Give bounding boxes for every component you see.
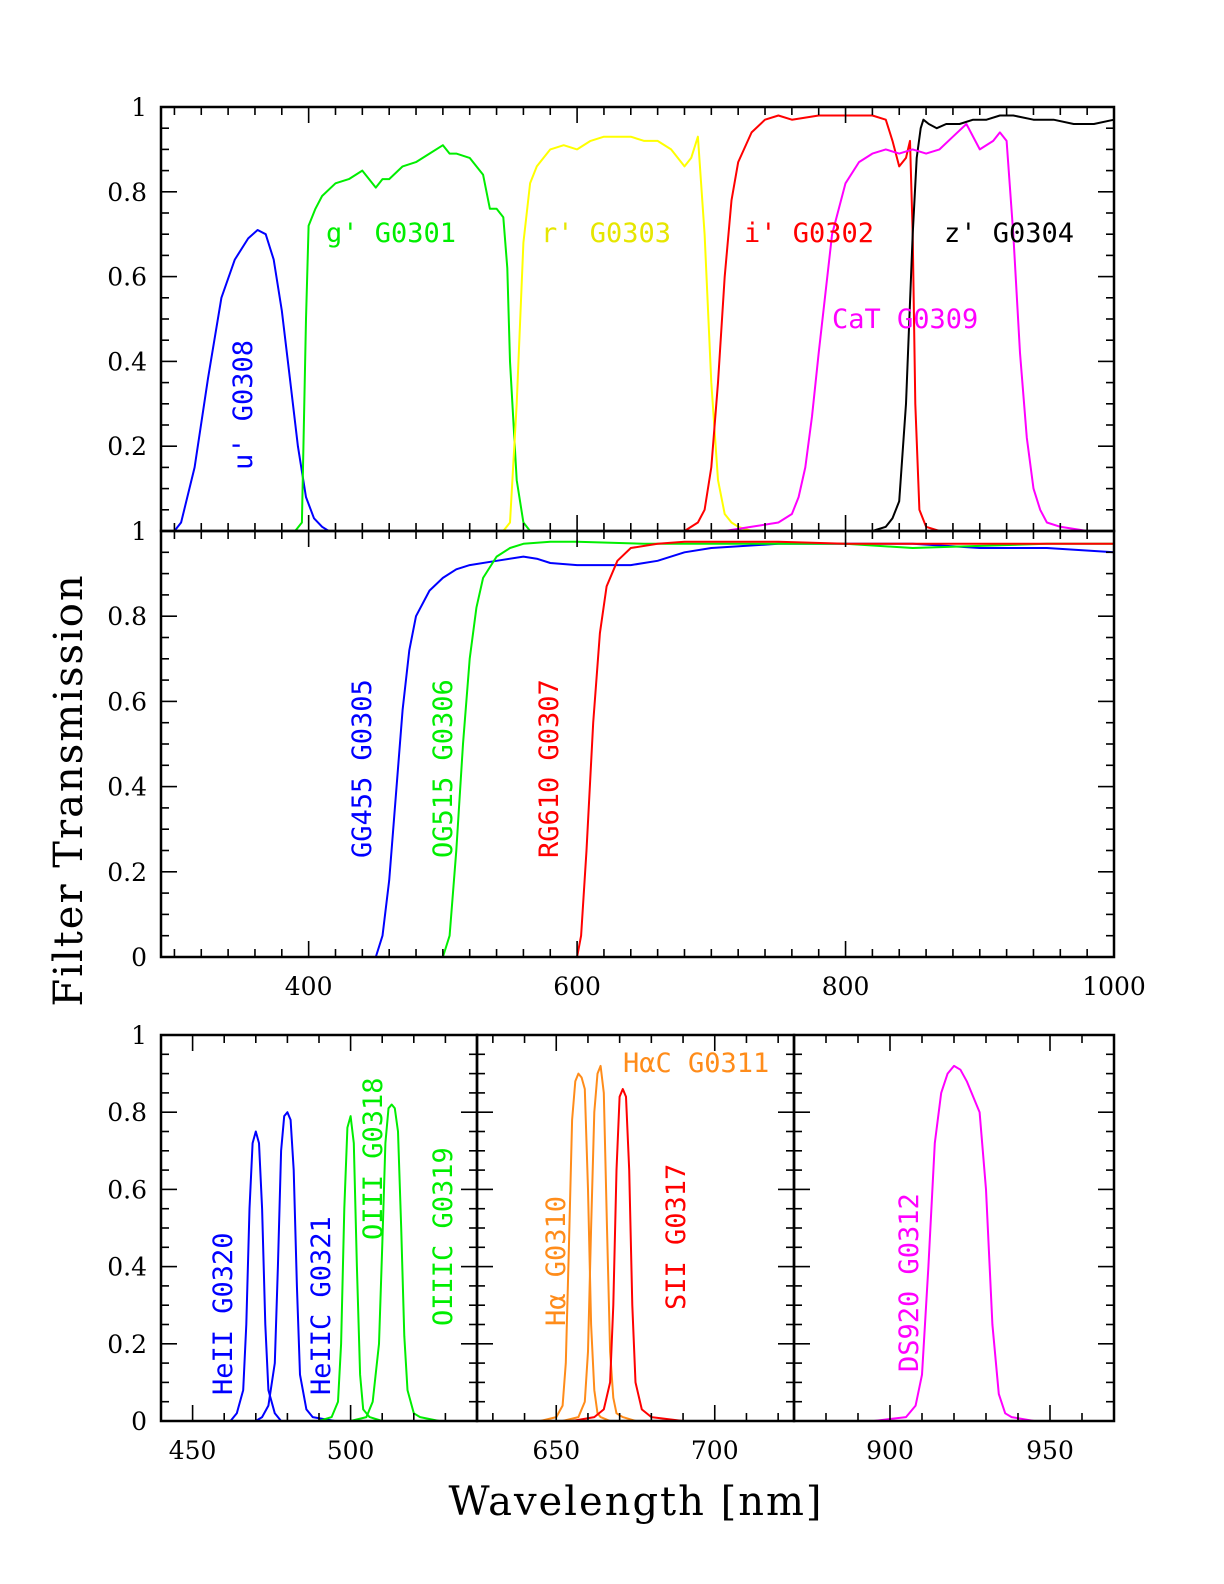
series-2-1 <box>255 1111 335 1422</box>
series-0-0 <box>173 229 336 532</box>
x-tick-label: 700 <box>691 1436 739 1465</box>
panel-narrowband-3: 900 950 DS920 G0312 <box>792 1033 1116 1465</box>
y-tick-label: 0.4 <box>107 1253 147 1282</box>
label-z-G0304: z' G0304 <box>944 218 1074 249</box>
y-axis-label: Filter Transmission <box>46 573 92 1006</box>
label-OIIIC-G0319: OIIIC G0319 <box>428 1147 459 1326</box>
label-HalphaC-G0311: HαC G0311 <box>623 1048 769 1079</box>
y-tick-label: 0.8 <box>107 1098 147 1127</box>
y-tick-label: 0.8 <box>107 602 147 631</box>
label-r-G0303: r' G0303 <box>541 218 671 249</box>
p4-curves <box>873 1064 1035 1422</box>
y-tick-label: 0 <box>131 1407 147 1436</box>
label-GG455-G0305: GG455 G0305 <box>347 679 378 858</box>
panel-narrowband-2: 650 700 Hα G0310 HαC G0311 SII G0317 <box>475 1033 796 1465</box>
x-tick-label: 650 <box>532 1436 580 1465</box>
p2-ticks: 0 0.2 0.4 0.6 0.8 1 450 500 <box>107 1021 478 1465</box>
x-tick-label: 450 <box>169 1436 217 1465</box>
label-u-G0308: u' G0308 <box>228 340 259 470</box>
y-tick-label: 0.4 <box>107 347 147 376</box>
p1-curves <box>374 540 1115 958</box>
y-tick-label: 0.6 <box>107 1175 147 1204</box>
series-4-0 <box>873 1064 1035 1422</box>
y-tick-label: 0.6 <box>107 687 147 716</box>
x-tick-label: 500 <box>327 1436 375 1465</box>
label-CaT-G0309: CaT G0309 <box>832 304 978 335</box>
y-tick-label: 1 <box>131 1021 147 1050</box>
p4-ticks: 900 950 <box>793 1034 1115 1465</box>
label-i-G0302: i' G0302 <box>744 218 874 249</box>
y-tick-label: 0.2 <box>107 1330 147 1359</box>
series-0-1 <box>294 144 531 532</box>
y-tick-label: 0.2 <box>107 858 147 887</box>
x-tick-label: 950 <box>1026 1436 1074 1465</box>
y-tick-label: 0.8 <box>107 178 147 207</box>
p3-curves <box>540 1064 747 1422</box>
x-tick-label: 400 <box>285 972 333 1001</box>
label-HeII-G0320: HeII G0320 <box>208 1232 239 1395</box>
y-tick-label: 1 <box>131 517 147 546</box>
series-1-1 <box>441 540 1114 958</box>
x-axis-label: Wavelength [nm] <box>448 1479 823 1525</box>
series-1-0 <box>374 542 1115 958</box>
label-OIII-G0318: OIII G0318 <box>358 1077 389 1240</box>
x-tick-label: 800 <box>822 972 870 1001</box>
label-RG610-G0307: RG610 G0307 <box>534 679 565 858</box>
p1-frame <box>159 529 1116 959</box>
p0-curves <box>173 114 1115 532</box>
panel-broadband: 0.2 0.4 0.6 0.8 1 u' G0308 g' G0301 r' G0303… <box>107 93 1116 533</box>
y-tick-label: 0.2 <box>107 432 147 461</box>
series-2-3 <box>350 1103 477 1422</box>
x-tick-label: 900 <box>866 1436 914 1465</box>
label-DS920-G0312: DS920 G0312 <box>894 1193 925 1372</box>
y-tick-label: 1 <box>131 93 147 122</box>
series-2-0 <box>208 1130 304 1422</box>
p4-frame <box>792 1033 1116 1423</box>
series-1-2 <box>576 540 1114 958</box>
panel-narrowband-1: 0 0.2 0.4 0.6 0.8 1 450 500 HeII G0320 HeIIC G0… <box>107 1021 479 1465</box>
x-tick-label: 1000 <box>1082 972 1146 1001</box>
p1-ticks: 0 0.2 0.4 0.6 0.8 1 400 600 800 1000 <box>107 517 1146 1001</box>
label-SII-G0317: SII G0317 <box>661 1164 692 1310</box>
p3-ticks: 650 700 <box>477 1034 794 1465</box>
series-3-1 <box>562 1064 636 1422</box>
label-OG515-G0306: OG515 G0306 <box>428 679 459 858</box>
series-2-2 <box>318 1115 383 1422</box>
y-tick-label: 0.6 <box>107 263 147 292</box>
series-0-4 <box>845 114 1115 532</box>
y-tick-label: 0.4 <box>107 773 147 802</box>
series-3-2 <box>571 1088 747 1422</box>
series-0-2 <box>502 135 752 532</box>
series-0-5 <box>724 123 1114 532</box>
label-g-G0301: g' G0301 <box>326 218 456 249</box>
y-tick-label: 0 <box>131 943 147 972</box>
p0-ticks: 0.2 0.4 0.6 0.8 1 <box>107 93 1115 532</box>
label-HeIIC-G0321: HeIIC G0321 <box>306 1216 337 1395</box>
p2-curves <box>208 1103 477 1422</box>
label-Halpha-G0310: Hα G0310 <box>541 1196 572 1326</box>
x-tick-label: 600 <box>553 972 601 1001</box>
